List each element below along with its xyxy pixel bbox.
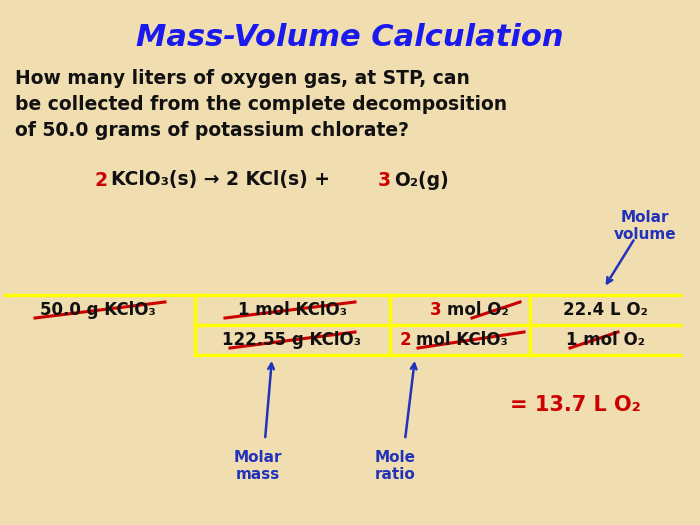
Text: Molar
volume: Molar volume — [614, 210, 676, 243]
Text: Mass-Volume Calculation: Mass-Volume Calculation — [136, 24, 564, 52]
Text: 50.0 g KClO₃: 50.0 g KClO₃ — [40, 301, 156, 319]
Text: 2: 2 — [400, 331, 412, 349]
Text: 122.55 g KClO₃: 122.55 g KClO₃ — [223, 331, 361, 349]
Text: 3: 3 — [430, 301, 442, 319]
Text: = 13.7 L O₂: = 13.7 L O₂ — [510, 395, 640, 415]
Text: of 50.0 grams of potassium chlorate?: of 50.0 grams of potassium chlorate? — [15, 121, 409, 140]
Text: How many liters of oxygen gas, at STP, can: How many liters of oxygen gas, at STP, c… — [15, 68, 470, 88]
Text: Molar
mass: Molar mass — [234, 450, 282, 482]
Text: mol KClO₃: mol KClO₃ — [416, 331, 507, 349]
Text: 3: 3 — [378, 171, 391, 190]
Text: 1 mol KClO₃: 1 mol KClO₃ — [237, 301, 346, 319]
Text: Mole
ratio: Mole ratio — [374, 450, 416, 482]
Text: 1 mol O₂: 1 mol O₂ — [566, 331, 645, 349]
Text: mol O₂: mol O₂ — [447, 301, 509, 319]
Text: KClO₃(s) → 2 KCl(s) +: KClO₃(s) → 2 KCl(s) + — [111, 171, 330, 190]
Text: be collected from the complete decomposition: be collected from the complete decomposi… — [15, 94, 507, 113]
Text: 2: 2 — [95, 171, 108, 190]
Text: 22.4 L O₂: 22.4 L O₂ — [563, 301, 648, 319]
Text: O₂(g): O₂(g) — [394, 171, 449, 190]
